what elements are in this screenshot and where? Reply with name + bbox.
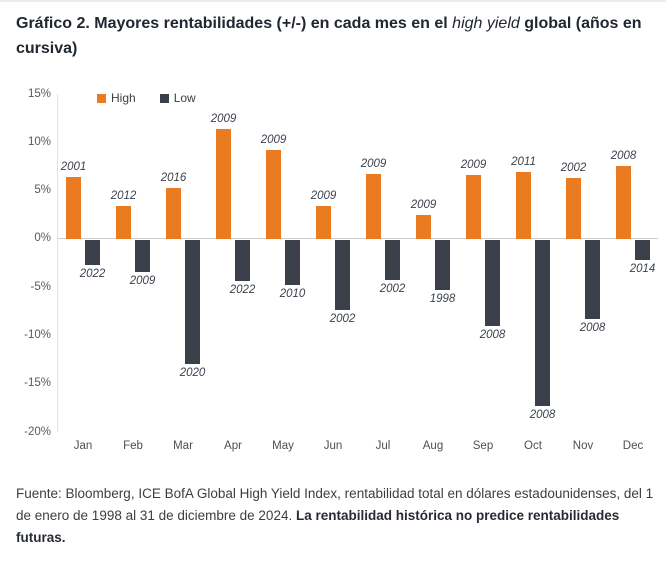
year-label: 2011 [498,156,550,169]
bar-high [466,175,481,239]
chart-title-text: Gráfico 2. Mayores rentabilidades (+/-) … [16,15,452,32]
bar-high [66,177,81,239]
legend-item-low: Low [160,91,196,105]
bar-high [316,206,331,239]
y-tick-label: -5% [11,281,51,294]
bar-high [216,129,231,239]
bar-high [116,206,131,239]
y-tick-label: -10% [11,329,51,342]
month-label: Apr [208,440,258,453]
y-tick-label: -20% [11,426,51,439]
month-label: Nov [558,440,608,453]
year-label: 2014 [617,263,666,276]
bar-low [635,240,650,260]
month-label: Mar [158,440,208,453]
month-label: Dec [608,440,658,453]
month-label: May [258,440,308,453]
year-label: 2009 [248,134,300,147]
year-label: 2016 [148,172,200,185]
chart-title: Gráfico 2. Mayores rentabilidades (+/-) … [16,11,656,61]
bar-high [166,188,181,239]
month-label: Jun [308,440,358,453]
bar-low [535,240,550,406]
bar-high [266,150,281,239]
year-label: 2009 [448,159,500,172]
bar-low [135,240,150,272]
bar-low [335,240,350,310]
bar-high [416,215,431,239]
y-tick-label: 5% [11,184,51,197]
source-note: Fuente: Bloomberg, ICE BofA Global High … [16,483,660,549]
month-label: Sep [458,440,508,453]
bar-low [485,240,500,326]
month-label: Feb [108,440,158,453]
y-tick-label: 15% [11,88,51,101]
month-label: Jan [58,440,108,453]
month-label: Jul [358,440,408,453]
year-label: 2012 [98,190,150,203]
bar-low [235,240,250,282]
y-tick-label: 10% [11,136,51,149]
year-label: 2009 [398,199,450,212]
month-label: Aug [408,440,458,453]
legend-label-low: Low [174,91,196,105]
year-label: 2001 [48,161,100,174]
legend-label-high: High [111,91,136,105]
bar-low [285,240,300,285]
y-tick-label: 0% [11,232,51,245]
legend-item-high: High [97,91,136,105]
month-label: Oct [508,440,558,453]
bar-low [435,240,450,290]
bar-low [185,240,200,365]
y-tick-label: -15% [11,377,51,390]
legend: High Low [97,91,196,105]
bar-low [85,240,100,265]
year-label: 2009 [298,190,350,203]
bar-high [616,166,631,238]
bar-low [585,240,600,319]
year-label: 2008 [598,150,650,163]
high-series-swatch [97,94,106,103]
bar-high [366,174,381,239]
bar-high [566,178,581,239]
year-label: 2002 [548,162,600,175]
year-label: 2009 [198,113,250,126]
year-label: 2009 [348,158,400,171]
bar-low [385,240,400,281]
bar-high [516,172,531,239]
chart-title-italic: high yield [452,15,520,32]
low-series-swatch [160,94,169,103]
